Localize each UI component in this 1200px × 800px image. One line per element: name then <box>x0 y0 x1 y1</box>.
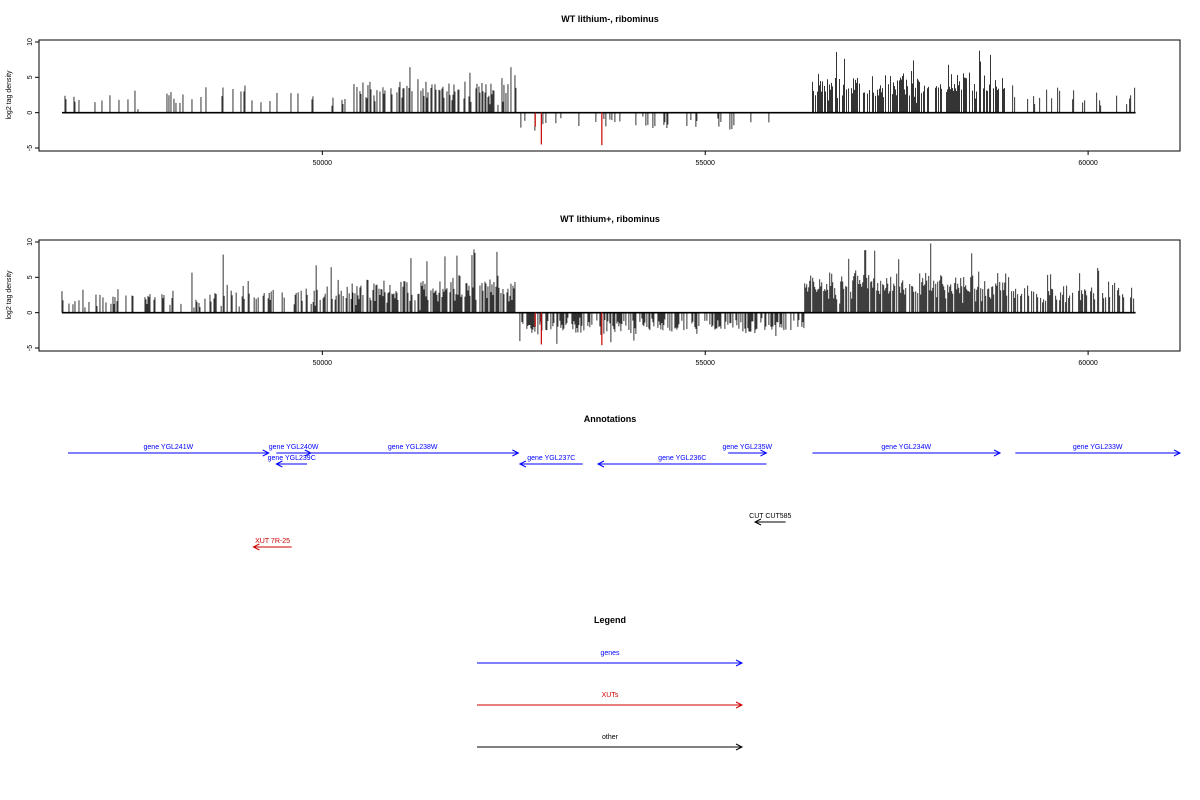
arrow-head <box>252 543 260 551</box>
plot-frame <box>38 39 1181 152</box>
x-axis: 50000 55000 60000 <box>313 151 1098 167</box>
arrow-head <box>518 460 527 468</box>
y-tick-label: 5 <box>27 75 34 79</box>
x-tick-label: 50000 <box>313 160 333 167</box>
x-axis: 50000 55000 60000 <box>313 351 1098 367</box>
y-axis: -5 0 5 10 <box>27 38 39 151</box>
feature-label: gene YGL233W <box>1073 444 1123 451</box>
y-tick-label: -5 <box>27 145 34 151</box>
y-tick-label: -5 <box>27 345 34 351</box>
y-tick-label: 0 <box>27 111 34 115</box>
feature-arrows: gene YGL241W gene YGL240W gene YGL239C gene… <box>68 444 1182 551</box>
gene-arrow: gene YGL237C <box>518 455 583 468</box>
feature-label: gene YGL235W <box>722 444 772 451</box>
arrow-head <box>753 518 762 526</box>
legend-item: other <box>477 734 744 751</box>
y-axis-label: log2 tag density <box>6 70 13 120</box>
track-panel-lithium-minus: WT lithium-, ribominus log2 tag density … <box>6 14 1181 167</box>
arrow-head <box>993 449 1002 457</box>
feature-label: gene YGL234W <box>881 444 931 451</box>
y-tick-label: 10 <box>27 38 34 46</box>
track-title: WT lithium+, ribominus <box>560 214 660 224</box>
gene-arrow: gene YGL236C <box>596 455 767 468</box>
x-tick-label: 60000 <box>1078 160 1098 167</box>
feature-label: gene YGL236C <box>658 455 706 462</box>
y-axis: -5 0 5 10 <box>27 238 39 351</box>
y-tick-label: 0 <box>27 311 34 315</box>
arrow-head <box>596 460 605 468</box>
feature-label: gene YGL241W <box>144 444 194 451</box>
legend-arrow-head <box>735 701 744 709</box>
legend-item: genes <box>477 650 744 667</box>
y-axis-label: log2 tag density <box>6 270 13 320</box>
feature-label: XUT 7R-25 <box>255 538 290 545</box>
arrow-head <box>1173 449 1182 457</box>
legend-item: XUTs <box>477 692 744 709</box>
y-tick-label: 5 <box>27 275 34 279</box>
gene-arrow: gene YGL233W <box>1015 444 1182 457</box>
annotations-title: Annotations <box>584 414 637 424</box>
legend-items: genes XUTs other <box>477 650 744 751</box>
arrow-head <box>760 449 768 457</box>
track-panel-lithium-plus: WT lithium+, ribominus log2 tag density … <box>6 214 1181 367</box>
track-title: WT lithium-, ribominus <box>561 14 659 24</box>
gene-arrow: gene YGL241W <box>68 444 270 457</box>
x-tick-label: 55000 <box>695 160 715 167</box>
plot-frame <box>38 239 1181 352</box>
feature-label: gene YGL240W <box>269 444 319 451</box>
gene-arrow: gene YGL239C <box>268 455 316 468</box>
xut-arrow: XUT 7R-25 <box>252 538 292 551</box>
x-tick-label: 55000 <box>695 360 715 367</box>
arrow-head <box>262 449 270 457</box>
legend-label: genes <box>600 650 620 657</box>
feature-label: gene YGL239C <box>268 455 316 462</box>
gene-arrow: gene YGL235W <box>722 444 773 457</box>
density-bars <box>61 50 1136 146</box>
feature-label: gene YGL237C <box>527 455 575 462</box>
feature-label: CUT CUT585 <box>749 513 791 520</box>
legend-label: XUTs <box>602 692 619 699</box>
legend-arrow-head <box>735 659 744 667</box>
x-tick-label: 60000 <box>1078 360 1098 367</box>
legend-arrow-head <box>735 743 744 751</box>
legend-title: Legend <box>594 615 626 625</box>
cut-arrow: CUT CUT585 <box>749 513 792 526</box>
feature-label: gene YGL238W <box>388 444 438 451</box>
legend: Legend genes XUTs other <box>477 615 744 751</box>
x-tick-label: 50000 <box>313 360 333 367</box>
gene-arrow: gene YGL234W <box>812 444 1002 457</box>
gene-arrow: gene YGL238W <box>307 444 520 457</box>
legend-label: other <box>602 734 619 741</box>
annotations-track: Annotations gene YGL241W gene YGL240Wgene… <box>68 414 1182 551</box>
y-tick-label: 10 <box>27 238 34 246</box>
arrow-head <box>275 460 283 468</box>
arrow-head <box>512 449 520 457</box>
density-bars <box>61 243 1136 346</box>
